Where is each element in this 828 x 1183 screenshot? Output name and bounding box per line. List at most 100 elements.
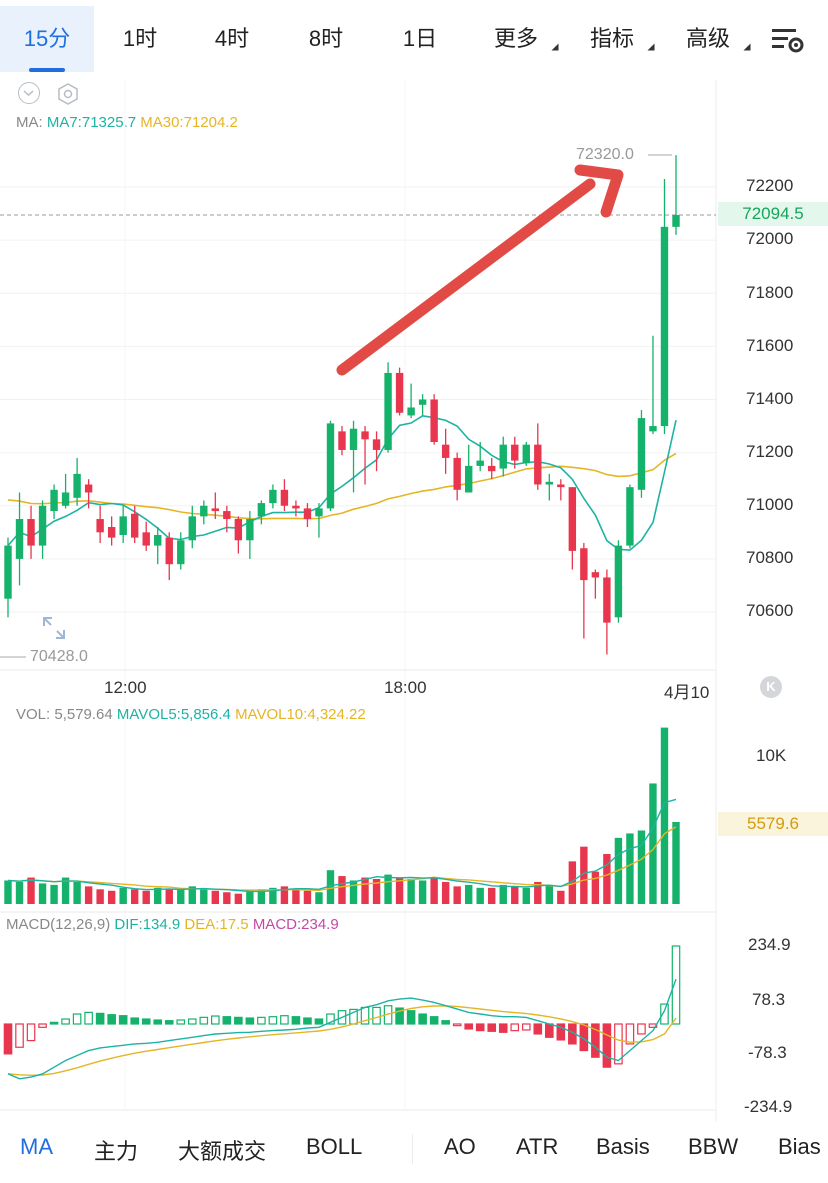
macd-bar <box>280 1015 289 1025</box>
indicator-tab-boll[interactable]: BOLL <box>306 1134 363 1159</box>
tab-15m[interactable]: 15分 <box>0 6 94 72</box>
candle-body <box>338 431 346 450</box>
candle-body <box>188 516 196 541</box>
macd-bar <box>141 1018 151 1025</box>
tab-indicators[interactable]: 指标 <box>572 6 655 72</box>
candle-body <box>96 519 104 533</box>
candle-body <box>280 489 289 506</box>
volume-bar <box>303 890 312 904</box>
macd-bar <box>303 1017 312 1025</box>
macd-bar <box>671 945 681 1025</box>
volume-bar <box>407 879 415 904</box>
indicator-tab-bias[interactable]: Bias <box>778 1134 821 1159</box>
indicator-tab-bbw[interactable]: BBW <box>688 1134 739 1159</box>
tab-advanced[interactable]: 高级 <box>668 6 751 72</box>
tab-1h[interactable]: 1时 <box>100 6 180 72</box>
volume-bar <box>200 889 208 904</box>
volume-bar <box>211 890 220 904</box>
macd-bar <box>406 1010 416 1025</box>
expand-icon[interactable] <box>40 614 68 642</box>
x-tick: 18:00 <box>384 678 427 697</box>
tab-label: 1时 <box>122 26 158 51</box>
macd-bar <box>637 1023 646 1035</box>
mavol5-line <box>7 798 677 893</box>
macd-bar <box>614 1023 623 1065</box>
settings-hex-icon[interactable] <box>56 82 80 106</box>
candle-body <box>660 226 669 427</box>
macd-bar <box>429 1016 439 1025</box>
macd-bar <box>314 1018 324 1025</box>
indicator-tab-ao[interactable]: AO <box>444 1134 476 1159</box>
candle-body <box>303 508 312 520</box>
collapse-icon[interactable] <box>18 82 40 104</box>
candle-body <box>453 457 461 490</box>
volume-bar <box>38 883 47 904</box>
indicator-tab-large-trades[interactable]: 大额成交 <box>178 1139 267 1164</box>
candle-body <box>511 444 519 461</box>
chart-settings-icon[interactable] <box>770 24 806 54</box>
volume-bar <box>418 880 427 904</box>
macd-bar <box>337 1010 347 1025</box>
indicator-tab-main-force[interactable]: 主力 <box>94 1139 139 1164</box>
y-tick: 72000 <box>746 229 794 248</box>
active-tab-indicator <box>29 68 65 72</box>
macd-bar <box>211 1015 220 1025</box>
volume-bar <box>130 889 139 904</box>
y-tick: 71400 <box>746 389 794 408</box>
mavol5-value: MAVOL5:5,856.4 <box>116 706 231 723</box>
candle-body <box>626 487 634 546</box>
volume-bar <box>119 887 127 904</box>
y-tick: 71200 <box>746 442 794 461</box>
annotation-arrow <box>336 178 596 376</box>
macd-bar <box>199 1016 209 1025</box>
indicator-tab-basis[interactable]: Basis <box>596 1134 650 1159</box>
macd-bar <box>625 1023 635 1045</box>
candle-body <box>177 540 185 565</box>
candle-body <box>603 577 611 623</box>
volume-bar <box>349 880 358 904</box>
interval-tab-bar: 15分 1时 4时 8时 1日 更多 指标 高级 <box>0 0 828 80</box>
candle-body <box>614 545 623 618</box>
tab-more[interactable]: 更多 <box>476 6 559 72</box>
volume-bar <box>188 886 196 904</box>
volume-bar <box>534 881 542 904</box>
volume-bar <box>107 890 116 904</box>
ma-legend: MA: MA7:71325.7 MA30:71204.2 <box>16 114 238 131</box>
candle-body <box>441 444 450 458</box>
macd-bar <box>487 1023 497 1032</box>
ma30-value: MA30:71204.2 <box>140 114 238 131</box>
macd-bar <box>464 1023 473 1030</box>
macd-legend: MACD(12,26,9) DIF:134.9 DEA:17.5 MACD:23… <box>6 916 339 933</box>
volume-bar <box>464 884 473 904</box>
volume-bar <box>234 893 243 904</box>
vol-y-tick: 10K <box>756 746 787 765</box>
volume-bar <box>580 846 588 904</box>
tab-1d[interactable]: 1日 <box>380 6 460 72</box>
y-tick: 70800 <box>746 548 794 567</box>
volume-bar <box>384 874 392 904</box>
candlestick-chart[interactable] <box>0 0 828 1122</box>
macd-bar <box>395 1007 404 1025</box>
volume-bar <box>15 881 24 904</box>
volume-bar <box>672 821 680 904</box>
mavol10-line <box>7 826 677 892</box>
candle-body <box>234 519 243 541</box>
tab-label: 15分 <box>23 26 71 51</box>
dropdown-corner-icon <box>743 43 751 51</box>
tab-8h[interactable]: 8时 <box>286 6 366 72</box>
macd-bar <box>441 1020 450 1025</box>
macd-bar <box>257 1016 266 1025</box>
ma7-line <box>7 414 677 551</box>
annotation-arrowhead <box>574 164 624 218</box>
volume-bar <box>660 727 669 904</box>
macd-bar <box>545 1023 554 1038</box>
volume-bar <box>257 889 266 904</box>
indicator-tab-atr[interactable]: ATR <box>516 1134 559 1159</box>
macd-bar <box>26 1023 36 1042</box>
volume-tag: 5579.6 <box>718 812 828 836</box>
volume-bar <box>338 876 346 904</box>
tab-4h[interactable]: 4时 <box>192 6 272 72</box>
candle-body <box>418 399 427 405</box>
indicator-tab-ma[interactable]: MA <box>20 1134 53 1159</box>
mavol10-value: MAVOL10:4,324.22 <box>235 706 366 723</box>
